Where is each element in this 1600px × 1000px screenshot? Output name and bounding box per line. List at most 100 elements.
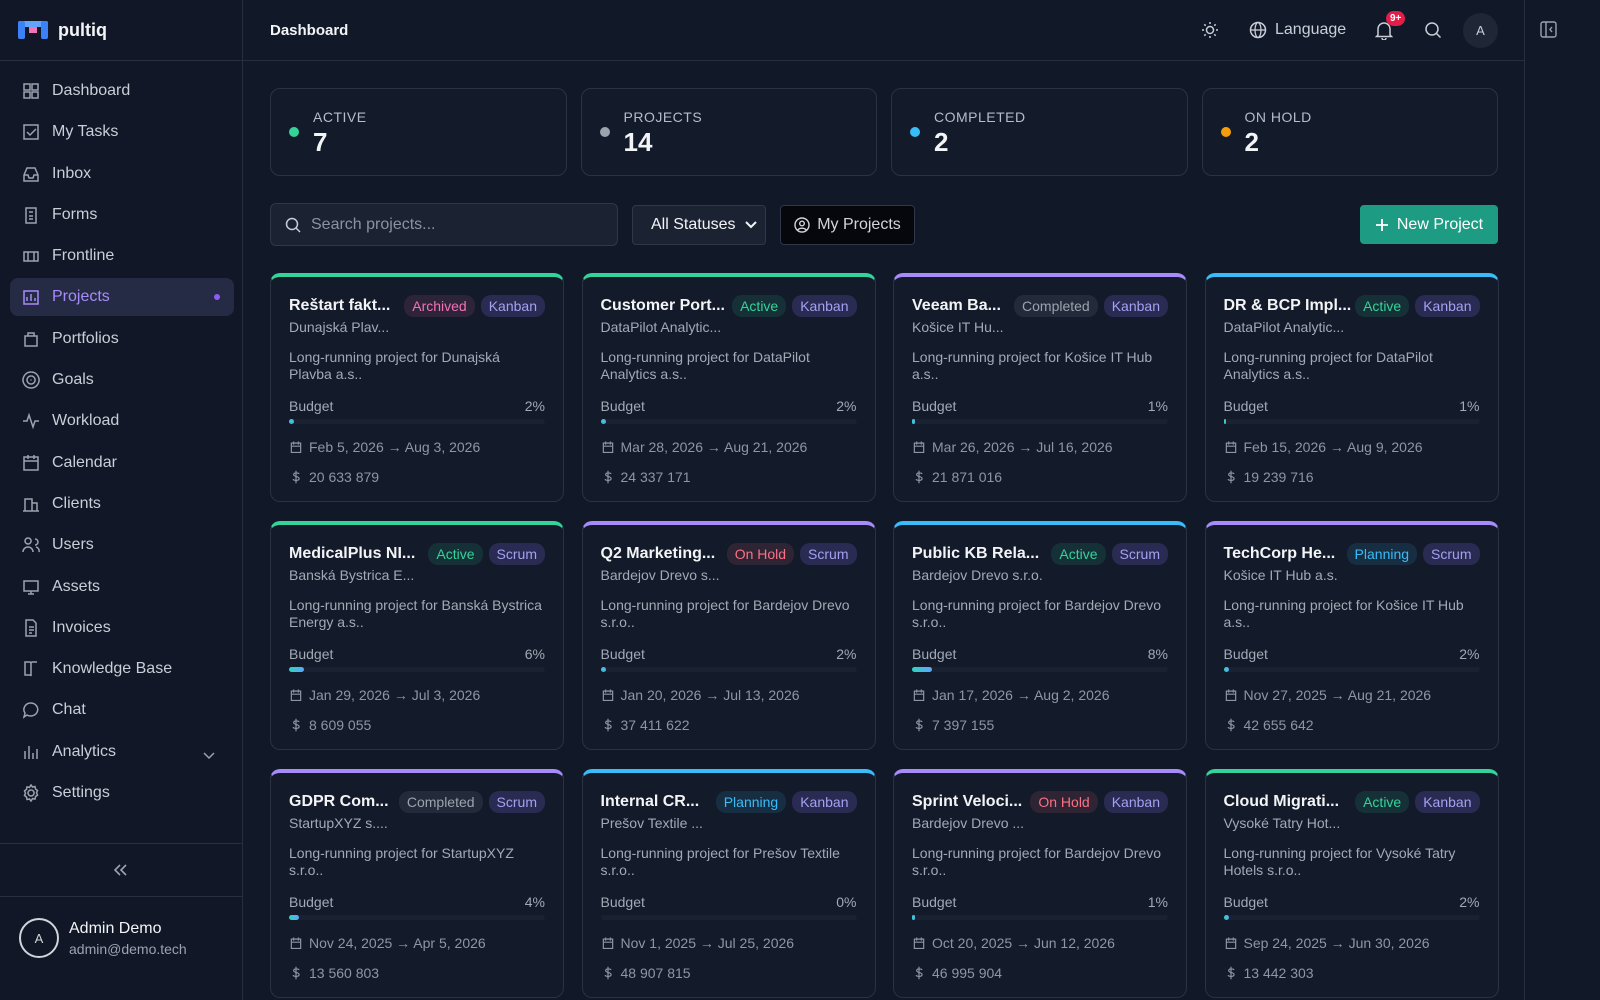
nav: Dashboard My Tasks Inbox Forms Frontline Proj…	[10, 72, 234, 815]
nav-item[interactable]: Workload	[10, 402, 234, 440]
budget-label: Budget	[1223, 646, 1268, 662]
project-card[interactable]: GDPR Com... Completed Scrum StartupXYZ s...…	[270, 769, 564, 998]
nav-label: Goals	[52, 371, 94, 389]
nav-item[interactable]: Analytics	[10, 733, 234, 771]
language-button[interactable]: Language	[1275, 21, 1347, 38]
stat-value: 2	[1244, 127, 1259, 157]
panel-toggle[interactable]	[1540, 21, 1557, 38]
project-card[interactable]: Customer Port... Active Kanban DataPilot An…	[581, 273, 876, 502]
progress-label: 0%	[836, 894, 857, 910]
search-icon	[285, 217, 301, 233]
dates-text: Mar 26, 2026 → Jul 16, 2026	[932, 439, 1113, 455]
nav-item[interactable]: Users	[10, 526, 234, 564]
project-card[interactable]: Sprint Veloci... On Hold Kanban Bardejov Dr…	[893, 769, 1187, 998]
project-card[interactable]: Cloud Migrati... Active Kanban Vysoké Tatry…	[1204, 769, 1499, 998]
project-card[interactable]: Reštart fakt... Archived Kanban Dunajská Pl…	[270, 273, 564, 502]
nav-item[interactable]: Dashboard	[10, 72, 234, 110]
nav-label: Chat	[52, 701, 86, 719]
nav-label: Frontline	[52, 247, 115, 265]
project-card[interactable]: TechCorp He... Planning Scrum Košice IT Hub…	[1204, 521, 1499, 750]
progress-track	[912, 667, 1168, 672]
nav-item[interactable]: Forms	[10, 196, 234, 234]
calendar-icon-shape	[602, 689, 613, 702]
user[interactable]: A Admin Demo admin@demo.tech	[0, 897, 242, 958]
badges: Completed Kanban	[1014, 295, 1168, 317]
project-client: Bardejov Drevo s...	[600, 567, 720, 583]
progress-fill	[1223, 915, 1229, 920]
search-input[interactable]: Search projects...	[270, 203, 618, 246]
badges: On Hold Kanban	[1030, 791, 1168, 813]
nav-label: My Tasks	[52, 123, 119, 141]
header-avatar[interactable]: A	[1463, 13, 1498, 48]
user-email: admin@demo.tech	[69, 940, 187, 957]
currency-icon-shape	[603, 966, 612, 980]
notifications-button[interactable]	[1375, 21, 1393, 40]
project-description: Long-running project for Banská Bystrica…	[289, 597, 542, 630]
nav-item[interactable]: Calendar	[10, 444, 234, 482]
project-name: Internal CR...	[600, 793, 700, 810]
nav-icon	[22, 702, 39, 720]
new-project-button[interactable]: New Project	[1360, 205, 1498, 244]
user-icon	[794, 217, 810, 233]
dates-text: Jan 17, 2026 → Aug 2, 2026	[932, 687, 1110, 703]
nav-item[interactable]: Knowledge Base	[10, 650, 234, 688]
calendar-icon	[1225, 689, 1236, 702]
nav-item[interactable]: Assets	[10, 568, 234, 606]
currency-icon	[292, 470, 300, 484]
nav-item[interactable]: Inbox	[10, 155, 234, 193]
dates-text: Feb 5, 2026 → Aug 3, 2026	[309, 439, 481, 455]
nav-icon-shape	[23, 124, 39, 141]
progress-label: 8%	[1147, 646, 1168, 662]
project-card[interactable]: Public KB Rela... Active Scrum Bardejov Dre…	[893, 521, 1187, 750]
nav-item[interactable]: Projects	[10, 278, 234, 317]
status-badge: Active	[1355, 295, 1410, 317]
nav-icon	[23, 83, 39, 99]
stat-label: COMPLETED	[934, 109, 1026, 125]
progress-fill	[289, 667, 305, 672]
nav-item[interactable]: Portfolios	[10, 320, 234, 358]
nav-item[interactable]: Invoices	[10, 609, 234, 647]
project-card[interactable]: MedicalPlus NI... Active Scrum Banská Bystr…	[270, 521, 564, 750]
project-client: Košice IT Hub a.s.	[1223, 567, 1338, 583]
currency-icon	[1226, 470, 1235, 484]
nav-item[interactable]: Chat	[10, 691, 234, 729]
nav-icon-shape	[23, 498, 39, 512]
brand[interactable]: pultiq	[0, 0, 242, 61]
collapse-button[interactable]	[0, 844, 242, 897]
nav-item[interactable]: Clients	[10, 485, 234, 523]
dates-text: Jan 29, 2026 → Jul 3, 2026	[309, 687, 481, 703]
progress-label: 2%	[836, 398, 857, 414]
calendar-icon-shape	[913, 937, 925, 950]
brand-name: pultiq	[58, 19, 107, 40]
calendar-icon	[290, 937, 302, 950]
project-card[interactable]: Q2 Marketing... On Hold Scrum Bardejov Drev…	[581, 521, 876, 750]
nav-item[interactable]: My Tasks	[10, 113, 234, 151]
my-projects-button[interactable]: My Projects	[780, 205, 915, 245]
theme-toggle[interactable]	[1201, 21, 1219, 39]
method-badge: Scrum	[1423, 543, 1480, 565]
project-client: Bardejov Drevo ...	[912, 815, 1025, 831]
status-badge: Completed	[398, 791, 483, 813]
progress-label: 6%	[524, 646, 545, 662]
progress-label: 4%	[524, 894, 545, 910]
nav-item[interactable]: Settings	[10, 774, 234, 812]
project-client: DataPilot Analytic...	[600, 319, 722, 335]
method-badge: Kanban	[1415, 791, 1480, 813]
project-card[interactable]: DR & BCP Impl... Active Kanban DataPilot An…	[1204, 273, 1499, 502]
project-budget: 13 442 303	[1224, 965, 1314, 981]
calendar-icon-shape	[1225, 937, 1236, 950]
calendar-icon	[290, 441, 302, 454]
nav-item[interactable]: Goals	[10, 361, 234, 399]
nav-item[interactable]: Frontline	[10, 237, 234, 275]
project-card[interactable]: Internal CR... Planning Kanban Prešov Texti…	[581, 769, 876, 998]
project-budget: 8 609 055	[289, 717, 371, 733]
project-budget: 48 907 815	[601, 965, 691, 981]
nav-icon-shape	[23, 784, 39, 803]
status-filter[interactable]: All Statuses	[632, 205, 766, 245]
project-card[interactable]: Veeam Ba... Completed Kanban Košice IT Hu..…	[893, 273, 1187, 502]
search-button[interactable]	[1424, 21, 1442, 39]
method-badge: Kanban	[1103, 295, 1168, 317]
stat-value: 14	[623, 127, 653, 157]
nav-icon	[23, 290, 39, 306]
currency-icon-shape	[1226, 718, 1235, 732]
